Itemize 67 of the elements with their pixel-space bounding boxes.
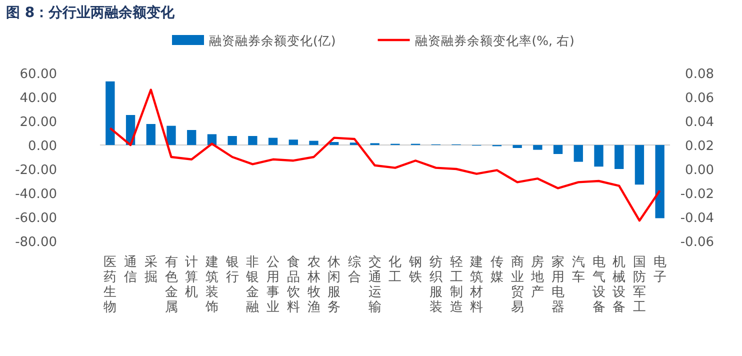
y-tick-label: 20.00 <box>20 115 57 130</box>
x-tick-label: 休闲服务 <box>328 255 341 315</box>
y-tick-label: -40.00 <box>15 187 57 202</box>
x-tick-label: 有色金属 <box>164 255 178 315</box>
y-tick-label: 40.00 <box>20 91 57 106</box>
y2-tick-label: -0.06 <box>680 235 714 250</box>
bar <box>614 145 624 169</box>
x-tick-label: 公用事业 <box>266 255 280 315</box>
y2-tick-label: -0.02 <box>680 187 714 202</box>
x-tick-label: 房地产 <box>530 254 544 300</box>
x-tick-label: 计算机 <box>185 255 198 300</box>
legend-label: 融资融券余额变化率(%, 右) <box>414 33 574 48</box>
bar <box>512 145 522 148</box>
bar <box>634 145 644 185</box>
y2-tick-label: 0.06 <box>685 91 714 106</box>
x-tick-label: 传媒 <box>490 255 504 285</box>
bar <box>330 142 339 145</box>
legend-label: 融资融券余额变化(亿) <box>209 33 336 48</box>
x-tick-label: 电气设备 <box>592 255 606 315</box>
x-tick-label: 电子 <box>653 255 666 285</box>
x-tick-label: 国防军工 <box>632 255 646 315</box>
x-tick-label: 采掘 <box>144 255 158 285</box>
x-tick-label: 农林牧渔 <box>306 255 320 315</box>
y2-tick-label: 0.02 <box>685 139 714 154</box>
y-tick-label: -60.00 <box>15 211 57 226</box>
x-tick-label: 银行 <box>224 255 239 285</box>
bar <box>268 138 278 145</box>
y-tick-label: -20.00 <box>15 163 57 178</box>
x-tick-label: 交通运输 <box>368 254 382 315</box>
y2-tick-label: -0.04 <box>680 211 714 226</box>
x-tick-label: 商业贸易 <box>510 255 524 315</box>
bar <box>288 140 298 145</box>
x-tick-label: 综合 <box>348 255 361 285</box>
x-tick-label: 非银金融 <box>245 255 260 315</box>
bar <box>207 134 217 145</box>
x-tick-label: 机械设备 <box>612 255 626 315</box>
x-tick-label: 化工 <box>388 255 402 285</box>
bar <box>187 130 196 145</box>
x-tick-label: 轻工制造 <box>450 255 463 315</box>
bar <box>166 126 176 145</box>
x-tick-label: 钢铁 <box>408 255 422 285</box>
bar <box>574 145 583 162</box>
bar <box>106 81 115 145</box>
x-tick-label: 汽车 <box>572 255 585 285</box>
bar <box>228 136 237 145</box>
x-tick-label: 家用电器 <box>552 254 565 315</box>
bar <box>146 124 156 145</box>
x-tick-label: 食品饮料 <box>286 255 300 315</box>
chart-title: 图 8：分行业两融余额变化 <box>6 4 176 21</box>
x-tick-label: 建筑材料 <box>469 255 484 315</box>
x-tick-label: 医药生物 <box>104 255 117 315</box>
y2-tick-label: 0.08 <box>685 67 714 82</box>
y-tick-label: 0.00 <box>28 139 57 154</box>
y2-tick-label: 0.04 <box>685 115 714 130</box>
bar <box>655 145 664 218</box>
bar <box>533 145 542 150</box>
x-tick-label: 建筑装饰 <box>204 255 218 315</box>
bar <box>248 136 258 145</box>
x-tick-label: 通信 <box>124 255 138 285</box>
bar <box>553 145 563 154</box>
y-tick-label: 60.00 <box>20 67 57 82</box>
line-series <box>109 88 661 222</box>
bar <box>309 140 318 145</box>
x-tick-label: 纺织服装 <box>429 255 442 315</box>
y-tick-label: -80.00 <box>15 235 57 250</box>
y2-tick-label: 0.00 <box>685 163 714 178</box>
bar <box>594 145 604 167</box>
